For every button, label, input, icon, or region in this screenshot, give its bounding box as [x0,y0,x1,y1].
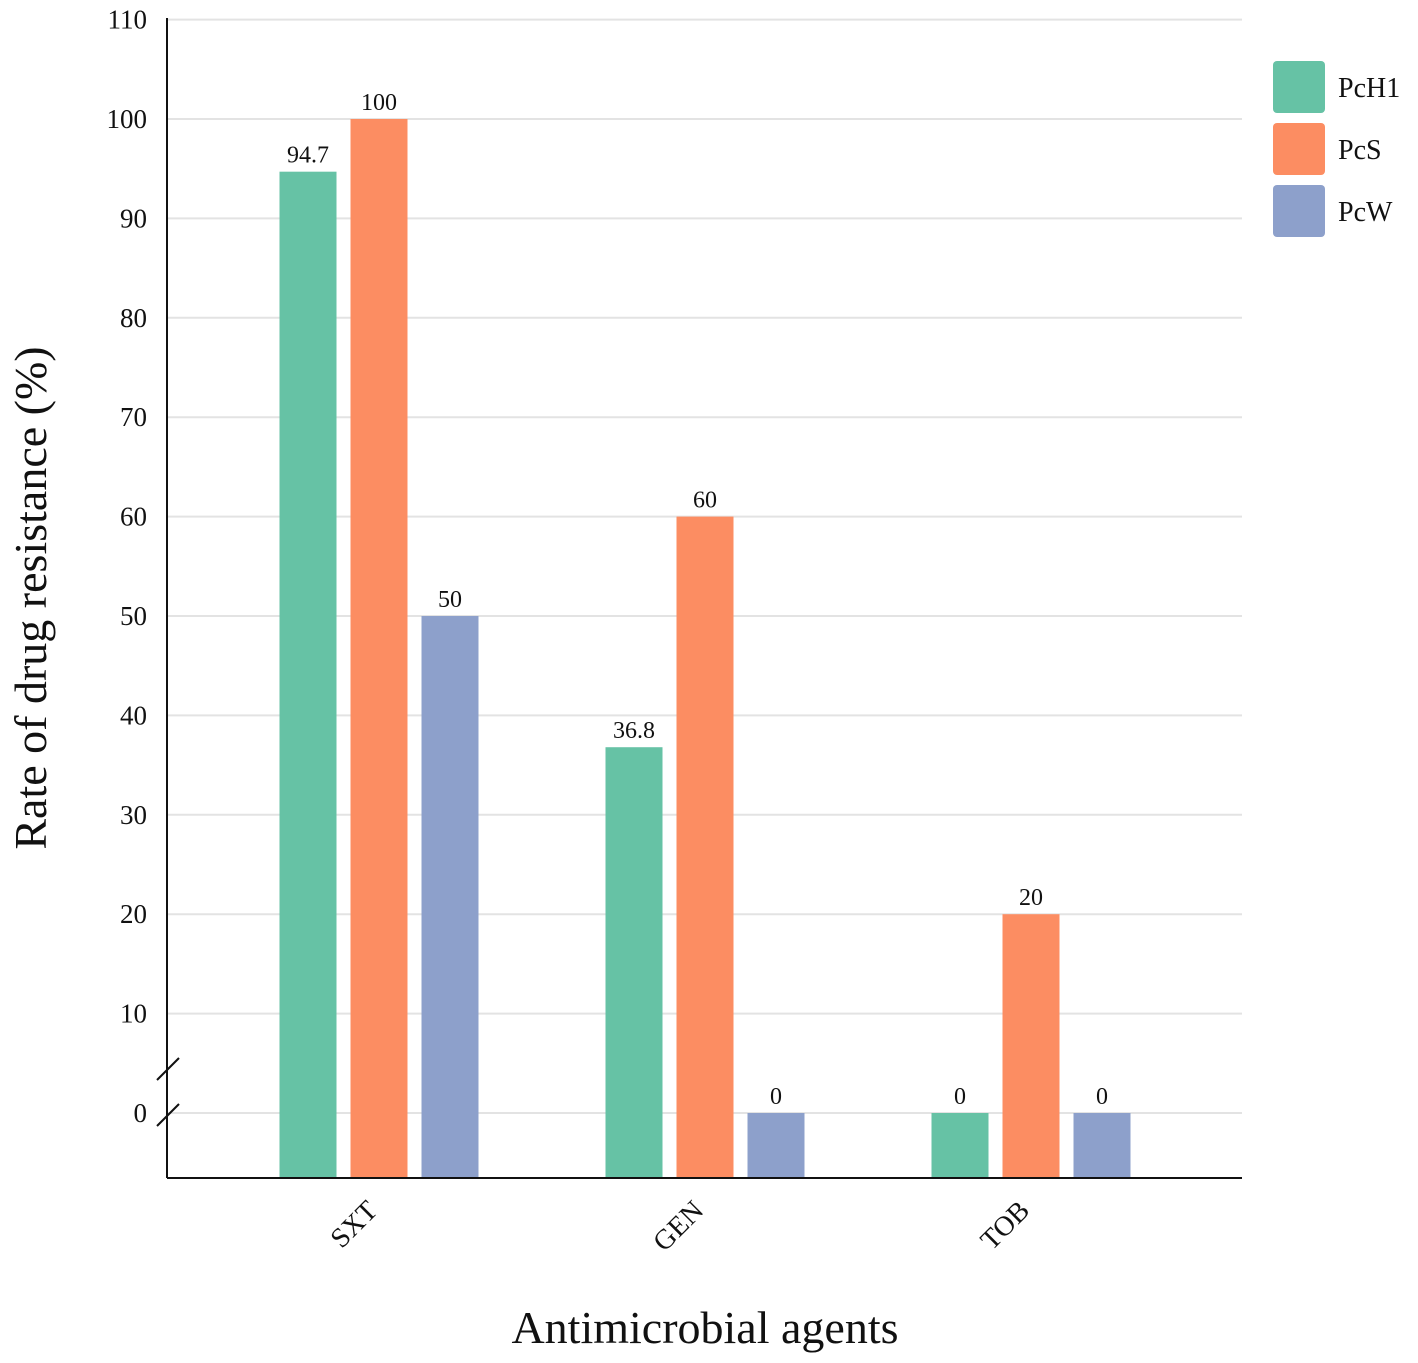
axes [156,18,1242,1179]
bar-pch1-tob [931,1113,989,1178]
bar-pch1-sxt [279,171,337,1178]
bar-pcw-sxt [421,616,479,1178]
data-label-pcw-tob: 0 [1096,1084,1108,1110]
legend-label-pch1: PcH1 [1338,73,1400,104]
y-tick-label: 40 [120,700,147,730]
bar-pcs-gen [676,516,734,1178]
x-axis-title: Antimicrobial agents [511,1302,898,1353]
axis-break-mark-upper [156,1057,180,1081]
x-tick-label-tob: TOB [975,1195,1036,1256]
y-tick-label: 110 [108,5,148,35]
data-labels: 94.7 100 50 36.8 60 0 0 20 0 [287,90,1108,1110]
axis-break-mark-lower [156,1103,180,1127]
legend-swatch-pch1 [1273,61,1325,113]
x-tick-labels: SXT GEN TOB [325,1195,1036,1258]
data-label-pcw-gen: 0 [770,1084,782,1110]
data-label-pcw-sxt: 50 [438,587,462,613]
x-tick-label-gen: GEN [647,1195,710,1258]
data-label-pcs-tob: 20 [1019,885,1043,911]
bar-pch1-gen [605,747,663,1178]
bar-pcs-sxt [350,119,408,1178]
bar-pcw-tob [1073,1113,1131,1178]
legend-label-pcs: PcS [1338,135,1382,166]
y-tick-label: 0 [134,1098,148,1128]
legend-label-pcw: PcW [1338,197,1393,228]
y-axis-title: Rate of drug resistance (%) [5,346,56,849]
legend-swatch-pcw [1273,185,1325,237]
y-tick-labels: 0 10 20 30 40 50 60 70 80 90 100 110 [107,5,148,1128]
legend: PcH1 PcS PcW [1273,61,1400,237]
y-tick-label: 80 [120,303,147,333]
y-tick-label: 90 [120,203,147,233]
data-label-pcs-gen: 60 [693,488,717,514]
y-tick-label: 60 [120,502,147,532]
bar-pcs-tob [1002,914,1060,1178]
data-label-pcs-sxt: 100 [361,90,397,116]
x-tick-label-sxt: SXT [325,1195,384,1254]
data-label-pch1-sxt: 94.7 [287,143,329,169]
legend-swatch-pcs [1273,123,1325,175]
y-tick-label: 70 [120,402,147,432]
y-tick-label: 100 [107,104,148,134]
data-label-pch1-gen: 36.8 [613,718,655,744]
bar-pcw-gen [747,1113,805,1178]
y-tick-label: 10 [120,999,147,1029]
y-tick-label: 30 [120,800,147,830]
y-tick-label: 20 [120,899,147,929]
y-tick-label: 50 [120,601,147,631]
bars [279,119,1131,1178]
data-label-pch1-tob: 0 [954,1084,966,1110]
